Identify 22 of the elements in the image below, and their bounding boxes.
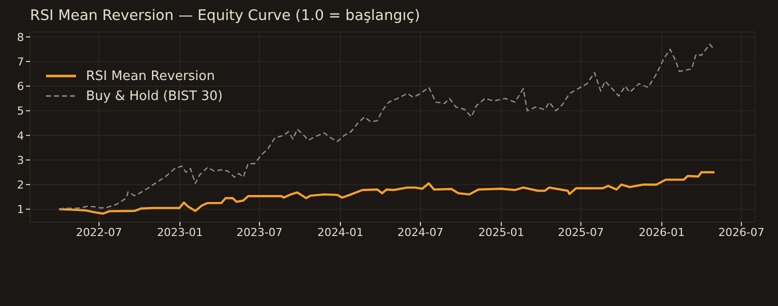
x-tick-label: 2024-01 bbox=[317, 226, 364, 239]
x-tick-label: 2024-07 bbox=[397, 226, 444, 239]
x-tick-label: 2025-01 bbox=[478, 226, 524, 239]
legend-label: Buy & Hold (BIST 30) bbox=[86, 88, 223, 104]
y-tick-label: 2 bbox=[17, 178, 24, 192]
chart-title: RSI Mean Reversion — Equity Curve (1.0 = başlangıç) bbox=[30, 8, 420, 24]
y-tick-label: 3 bbox=[17, 154, 24, 167]
y-tick-label: 5 bbox=[17, 104, 24, 118]
line-series bbox=[58, 44, 715, 210]
x-tick-label: 2026-07 bbox=[718, 226, 764, 239]
legend-label: RSI Mean Reversion bbox=[86, 68, 215, 84]
x-tick-label: 2022-07 bbox=[76, 226, 122, 239]
line-series bbox=[58, 171, 716, 215]
y-tick-label: 8 bbox=[17, 30, 24, 44]
y-tick-label: 7 bbox=[17, 55, 24, 68]
x-tick-label: 2025-07 bbox=[558, 226, 604, 239]
y-tick-label: 4 bbox=[17, 129, 24, 142]
x-tick-label: 2026-01 bbox=[638, 226, 685, 239]
x-tick-label: 2023-01 bbox=[156, 226, 203, 239]
x-tick-label: 2023-07 bbox=[236, 226, 282, 239]
y-tick-label: 6 bbox=[17, 80, 24, 94]
y-tick-label: 1 bbox=[17, 203, 24, 216]
